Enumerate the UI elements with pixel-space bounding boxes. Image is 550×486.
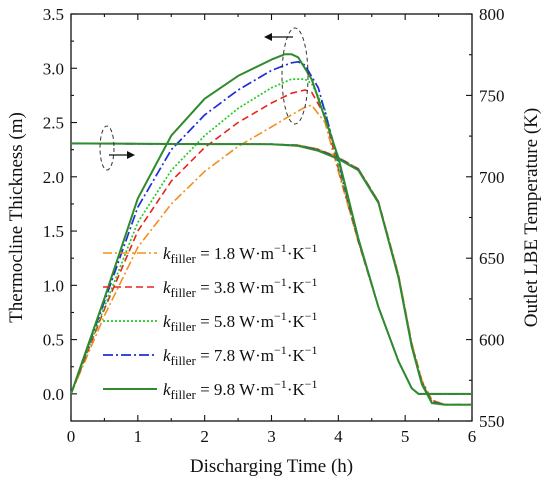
y-right-tick-label: 750 (479, 86, 505, 105)
series-5-temperature-line (70, 142, 472, 406)
y-left-axis-title: Thermocline Thickness (m) (6, 112, 27, 323)
y-right-tick-label: 550 (479, 412, 505, 431)
y-left-tick-label: 1.0 (43, 276, 64, 295)
y-left-tick-label: 1.5 (43, 222, 64, 241)
series-3-temperature-line (70, 142, 472, 406)
series-3-thickness-line (70, 78, 472, 395)
y-left-tick-label: 0.5 (43, 331, 64, 350)
y-left-tick-label: 2.5 (43, 114, 64, 133)
y-right-tick-label: 650 (479, 249, 505, 268)
legend-label-4: kfiller = 7.8 W·m−1·K−1 (163, 343, 318, 368)
legend-label-5: kfiller = 9.8 W·m−1·K−1 (163, 377, 318, 402)
right-axis-arrow-head (127, 151, 135, 159)
series-4-temperature-line (70, 142, 472, 406)
y-right-axis-title: Outlet LBE Temperature (K) (521, 108, 542, 327)
x-tick-label: 1 (134, 427, 143, 446)
series-1-temperature-line (70, 142, 472, 406)
legend-label-3: kfiller = 5.8 W·m−1·K−1 (163, 309, 318, 334)
x-tick-label: 3 (267, 427, 276, 446)
x-tick-label: 6 (468, 427, 477, 446)
y-right-tick-label: 800 (479, 5, 505, 24)
y-left-tick-label: 0.0 (43, 385, 64, 404)
x-tick-label: 2 (200, 427, 209, 446)
x-axis-title: Discharging Time (h) (190, 456, 353, 477)
series-2-temperature-line (70, 142, 472, 406)
left-axis-arrow-head (264, 33, 272, 41)
legend-label-1: kfiller = 1.8 W·m−1·K−1 (163, 241, 318, 266)
x-tick-label: 5 (401, 427, 410, 446)
y-left-tick-label: 3.0 (43, 59, 64, 78)
x-tick-label: 4 (334, 427, 343, 446)
y-left-tick-label: 2.0 (43, 168, 64, 187)
x-tick-label: 0 (67, 427, 76, 446)
temperature-group-ellipse (99, 125, 115, 171)
y-right-tick-label: 700 (479, 168, 505, 187)
y-left-tick-label: 3.5 (43, 5, 64, 24)
thickness-group-ellipse (281, 27, 309, 125)
series-5-thickness-line (70, 53, 472, 395)
y-right-tick-label: 600 (479, 331, 505, 350)
series-4-thickness-line (70, 60, 472, 395)
legend-label-2: kfiller = 3.8 W·m−1·K−1 (163, 275, 318, 300)
